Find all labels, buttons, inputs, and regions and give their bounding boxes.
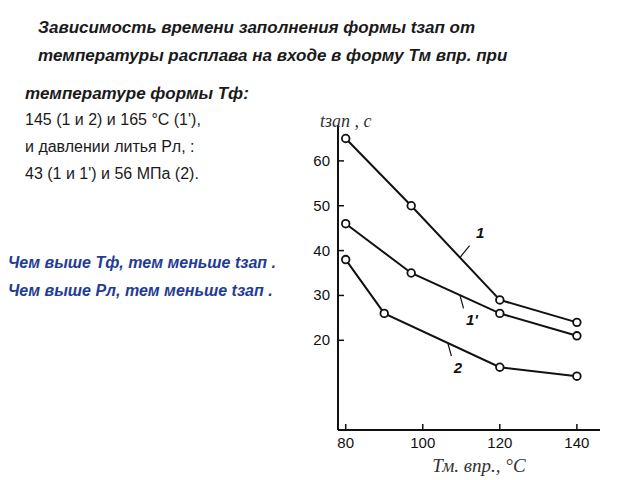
y-tick [338, 160, 344, 162]
series-point [496, 363, 504, 371]
series-point [573, 332, 581, 340]
label-leader [448, 343, 452, 356]
series-point [496, 310, 504, 318]
condition-text: 43 (1 и 1') и 56 МПа (2). [25, 165, 199, 183]
y-tick [338, 295, 344, 297]
series-line [346, 260, 577, 377]
y-tick-label: 20 [313, 331, 330, 348]
slide-title: температуры расплава на входе в форму Тм… [38, 46, 507, 66]
y-axis [337, 125, 339, 430]
x-tick [345, 424, 347, 430]
condition-text: температуре формы Тф: [25, 84, 249, 104]
plot-area [342, 135, 581, 380]
condition-text: и давлении литья Рл, : [25, 138, 195, 156]
series-point [496, 296, 504, 304]
x-tick-label: 140 [564, 434, 589, 451]
x-tick [422, 424, 424, 430]
series-point [342, 135, 350, 143]
x-tick-label: 80 [337, 434, 354, 451]
x-axis [338, 429, 600, 431]
y-tick [338, 250, 344, 252]
label-leader [460, 246, 470, 258]
y-axis-label: tзап , с [320, 111, 372, 131]
x-tick [499, 424, 501, 430]
x-tick [576, 424, 578, 430]
curve-label: 2 [453, 359, 463, 376]
curve-label: 1 [476, 224, 484, 241]
y-tick [338, 340, 344, 342]
slide-title: Зависимость времени заполнения формы tза… [38, 18, 475, 38]
series-point [342, 220, 350, 228]
series-point [407, 269, 415, 277]
x-axis-label: Тм. впр., °С [432, 455, 526, 476]
series-line [346, 224, 577, 336]
curve-label: 1' [466, 311, 478, 328]
chart: 80 100 120 140 20 30 40 50 60 tзап , с Тм. впр., °… [0, 0, 640, 480]
label-leader [460, 295, 464, 308]
series-point [342, 256, 350, 264]
conclusion-text: Чем выше Рл, тем меньше tзап . [8, 282, 273, 300]
x-tick-label: 100 [410, 434, 435, 451]
y-tick-label: 40 [313, 242, 330, 259]
series-point [573, 319, 581, 327]
y-tick-label: 50 [313, 197, 330, 214]
series-point [380, 310, 388, 318]
condition-text: 145 (1 и 2) и 165 °С (1'), [25, 111, 201, 129]
series-point [407, 202, 415, 210]
y-tick-label: 60 [313, 152, 330, 169]
x-tick-label: 120 [487, 434, 512, 451]
conclusion-text: Чем выше Тф, тем меньше tзап . [8, 254, 276, 272]
curve-labels: 1 1' 2 [448, 224, 484, 376]
y-tick [338, 205, 344, 207]
y-tick-label: 30 [313, 286, 330, 303]
series-point [573, 372, 581, 380]
